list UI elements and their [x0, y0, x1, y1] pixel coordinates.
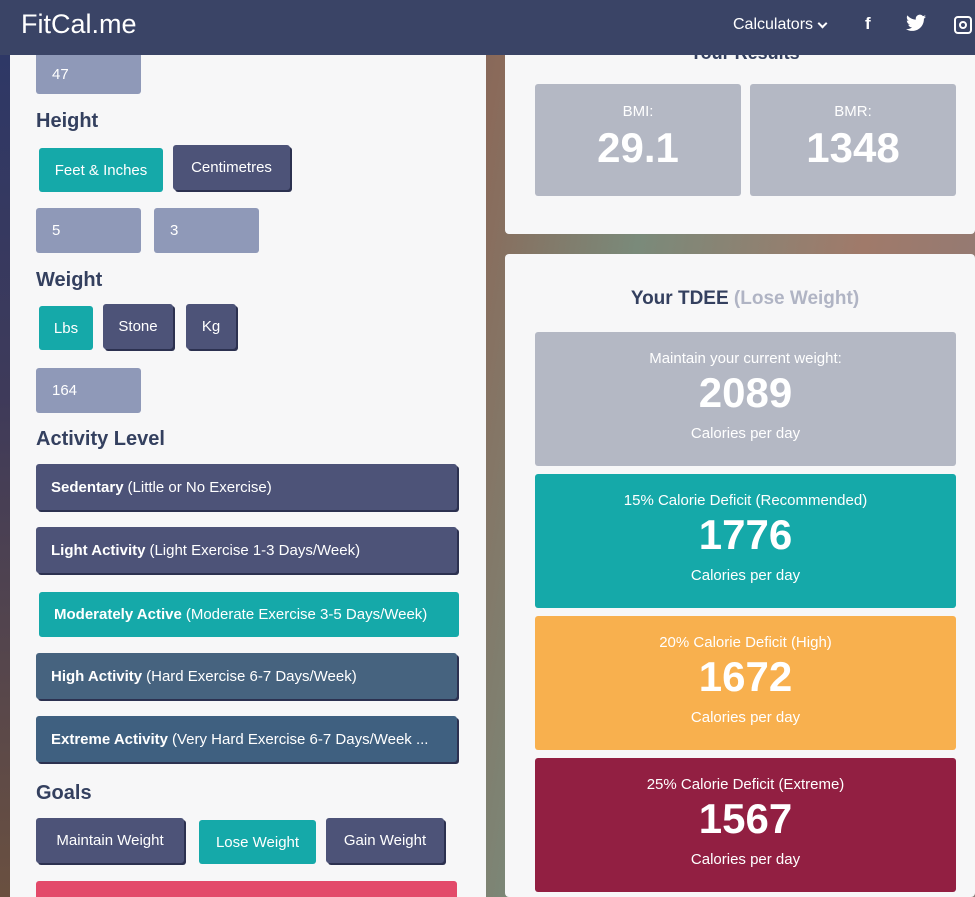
facebook-icon[interactable]: f [865, 14, 871, 33]
activity-moderate-button[interactable]: Moderately Active (Moderate Exercise 3-5 … [39, 592, 459, 637]
activity-sedentary-button[interactable]: Sedentary (Little or No Exercise) [36, 464, 457, 510]
tdee-maintain-card: Maintain your current weight: 2089 Calor… [535, 332, 956, 466]
tdee-card-unit: Calories per day [690, 851, 801, 868]
height-heading: Height [36, 110, 99, 132]
twitter-icon[interactable] [906, 14, 926, 32]
background-strip [0, 55, 10, 897]
activity-detail: (Very Hard Exercise 6-7 Days/Week ... [172, 730, 429, 748]
top-navbar: FitCal.me Calculators f [0, 0, 975, 55]
tdee-deficit-20-card: 20% Calorie Deficit (High) 1672 Calories… [535, 616, 956, 750]
tdee-card-label: 15% Calorie Deficit (Recommended) [623, 492, 868, 509]
calculators-menu[interactable]: Calculators [733, 16, 828, 34]
bmi-box: BMI: 29.1 [535, 84, 741, 196]
goals-heading: Goals [36, 782, 92, 804]
bmi-label: BMI: [622, 103, 654, 120]
tdee-card-value: 1672 [698, 653, 793, 700]
weight-unit-stone-button[interactable]: Stone [103, 304, 173, 349]
brand-logo[interactable]: FitCal.me [21, 9, 137, 39]
activity-name: Light Activity [51, 541, 146, 559]
activity-detail: (Hard Exercise 6-7 Days/Week) [146, 667, 357, 685]
tdee-deficit-15-card: 15% Calorie Deficit (Recommended) 1776 C… [535, 474, 956, 608]
weight-unit-lbs-button[interactable]: Lbs [39, 306, 93, 350]
age-input[interactable]: 47 [36, 55, 141, 94]
calculators-menu-label: Calculators [733, 16, 814, 33]
activity-detail: (Little or No Exercise) [127, 478, 272, 496]
height-feet-input[interactable]: 5 [36, 208, 141, 253]
activity-name: Sedentary [51, 478, 124, 496]
calculate-button[interactable] [36, 881, 457, 897]
bmr-label: BMR: [834, 103, 872, 120]
bmr-value: 1348 [806, 124, 900, 171]
tdee-card-unit: Calories per day [690, 709, 801, 726]
tdee-deficit-25-card: 25% Calorie Deficit (Extreme) 1567 Calor… [535, 758, 956, 892]
goal-maintain-button[interactable]: Maintain Weight [36, 818, 184, 863]
tdee-title: Your TDEE (Lose Weight) [505, 288, 975, 310]
activity-detail: (Light Exercise 1-3 Days/Week) [149, 541, 361, 559]
tdee-card: Your TDEE (Lose Weight) Maintain your cu… [505, 254, 975, 897]
tdee-card-value: 1776 [698, 511, 793, 558]
tdee-card-unit: Calories per day [690, 567, 801, 584]
height-inches-input[interactable]: 3 [154, 208, 259, 253]
tdee-card-value: 2089 [698, 369, 793, 416]
activity-light-button[interactable]: Light Activity (Light Exercise 1-3 Days/W… [36, 527, 457, 573]
weight-heading: Weight [36, 269, 103, 291]
instagram-icon[interactable] [954, 16, 972, 34]
bmi-value: 29.1 [597, 124, 679, 171]
chevron-down-icon [817, 18, 828, 28]
tdee-title-main: Your TDEE [630, 288, 729, 309]
goal-lose-button[interactable]: Lose Weight [199, 820, 316, 864]
height-unit-cm-button[interactable]: Centimetres [173, 145, 290, 190]
goal-gain-button[interactable]: Gain Weight [326, 818, 444, 863]
activity-name: Extreme Activity [51, 730, 168, 748]
bmr-box: BMR: 1348 [750, 84, 956, 196]
activity-name: Moderately Active [54, 606, 182, 623]
activity-detail: (Moderate Exercise 3-5 Days/Week) [185, 606, 428, 623]
tdee-card-label: 25% Calorie Deficit (Extreme) [646, 776, 845, 793]
activity-extreme-button[interactable]: Extreme Activity (Very Hard Exercise 6-7 … [36, 716, 457, 762]
tdee-card-label: 20% Calorie Deficit (High) [659, 634, 832, 651]
activity-level-heading: Activity Level [36, 428, 165, 450]
tdee-title-goal: (Lose Weight) [733, 288, 860, 309]
tdee-card-value: 1567 [698, 795, 793, 842]
activity-name: High Activity [51, 667, 143, 685]
tdee-card-unit: Calories per day [690, 425, 801, 442]
weight-unit-kg-button[interactable]: Kg [186, 304, 236, 349]
tdee-card-label: Maintain your current weight: [649, 350, 842, 367]
activity-high-button[interactable]: High Activity (Hard Exercise 6-7 Days/Wee… [36, 653, 457, 699]
weight-input[interactable]: 164 [36, 368, 141, 413]
height-unit-feet-button[interactable]: Feet & Inches [39, 148, 163, 192]
